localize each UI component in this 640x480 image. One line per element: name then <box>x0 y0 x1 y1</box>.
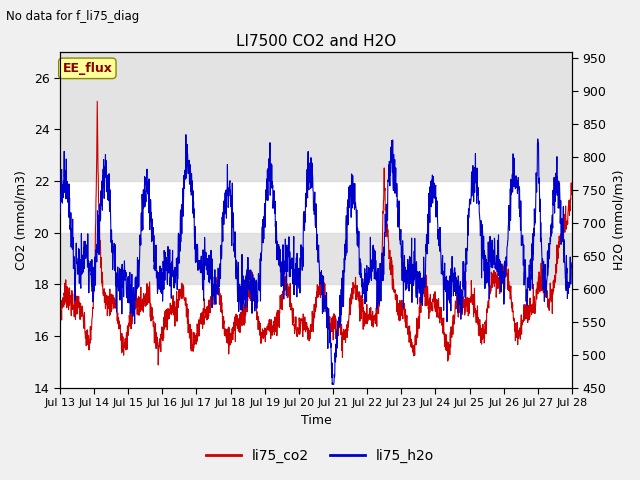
Text: No data for f_li75_diag: No data for f_li75_diag <box>6 10 140 23</box>
Y-axis label: CO2 (mmol/m3): CO2 (mmol/m3) <box>15 170 28 270</box>
Title: LI7500 CO2 and H2O: LI7500 CO2 and H2O <box>236 34 396 49</box>
Y-axis label: H2O (mmol/m3): H2O (mmol/m3) <box>612 169 625 270</box>
Legend: li75_co2, li75_h2o: li75_co2, li75_h2o <box>200 443 440 468</box>
X-axis label: Time: Time <box>301 414 332 427</box>
Bar <box>60 233 572 284</box>
Bar <box>60 52 572 181</box>
Text: EE_flux: EE_flux <box>63 62 112 75</box>
